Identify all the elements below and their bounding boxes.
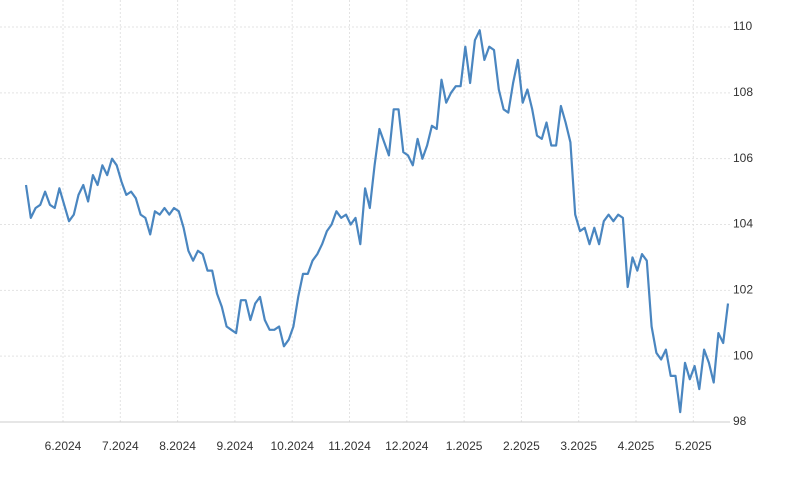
x-tick-label: 6.2024	[45, 439, 82, 453]
x-tick-label: 12.2024	[385, 439, 429, 453]
y-tick-label: 102	[733, 283, 753, 297]
x-tick-label: 9.2024	[217, 439, 254, 453]
y-tick-label: 104	[733, 217, 753, 231]
x-tick-label: 8.2024	[159, 439, 196, 453]
x-tick-label: 4.2025	[618, 439, 655, 453]
x-tick-label: 7.2024	[102, 439, 139, 453]
y-tick-label: 100	[733, 348, 753, 362]
x-tick-label: 2.2025	[503, 439, 540, 453]
x-tick-label: 1.2025	[446, 439, 483, 453]
line-series	[24, 29, 730, 414]
x-tick-label: 10.2024	[271, 439, 315, 453]
x-tick-label: 3.2025	[560, 439, 597, 453]
y-tick-label: 98	[733, 414, 747, 428]
y-tick-label: 106	[733, 151, 753, 165]
y-tick-label: 108	[733, 85, 753, 99]
x-tick-label: 5.2025	[675, 439, 712, 453]
x-tick-label: 11.2024	[328, 439, 371, 453]
y-tick-label: 110	[733, 19, 752, 33]
